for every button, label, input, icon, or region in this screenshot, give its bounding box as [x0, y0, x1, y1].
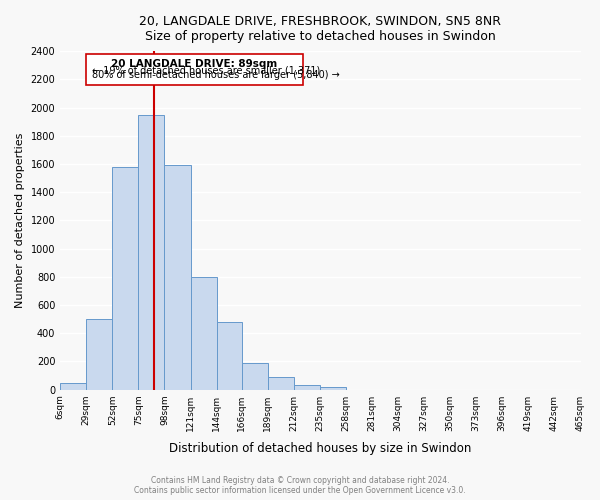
Bar: [86, 319, 112, 390]
Bar: [320, 387, 346, 390]
Bar: [164, 166, 191, 390]
Bar: [217, 322, 242, 390]
X-axis label: Distribution of detached houses by size in Swindon: Distribution of detached houses by size …: [169, 442, 472, 455]
Text: Contains HM Land Registry data © Crown copyright and database right 2024.
Contai: Contains HM Land Registry data © Crown c…: [134, 476, 466, 495]
Bar: [112, 167, 139, 390]
Text: 20 LANGDALE DRIVE: 89sqm: 20 LANGDALE DRIVE: 89sqm: [112, 59, 278, 69]
Bar: [242, 363, 268, 390]
Text: 80% of semi-detached houses are larger (5,840) →: 80% of semi-detached houses are larger (…: [92, 70, 340, 80]
FancyBboxPatch shape: [86, 54, 303, 85]
Bar: [268, 377, 293, 390]
Bar: [60, 382, 86, 390]
Bar: [293, 386, 320, 390]
Text: ← 19% of detached houses are smaller (1,371): ← 19% of detached houses are smaller (1,…: [92, 65, 320, 75]
Bar: [139, 114, 164, 390]
Bar: [191, 277, 217, 390]
Y-axis label: Number of detached properties: Number of detached properties: [15, 132, 25, 308]
Title: 20, LANGDALE DRIVE, FRESHBROOK, SWINDON, SN5 8NR
Size of property relative to de: 20, LANGDALE DRIVE, FRESHBROOK, SWINDON,…: [139, 15, 502, 43]
